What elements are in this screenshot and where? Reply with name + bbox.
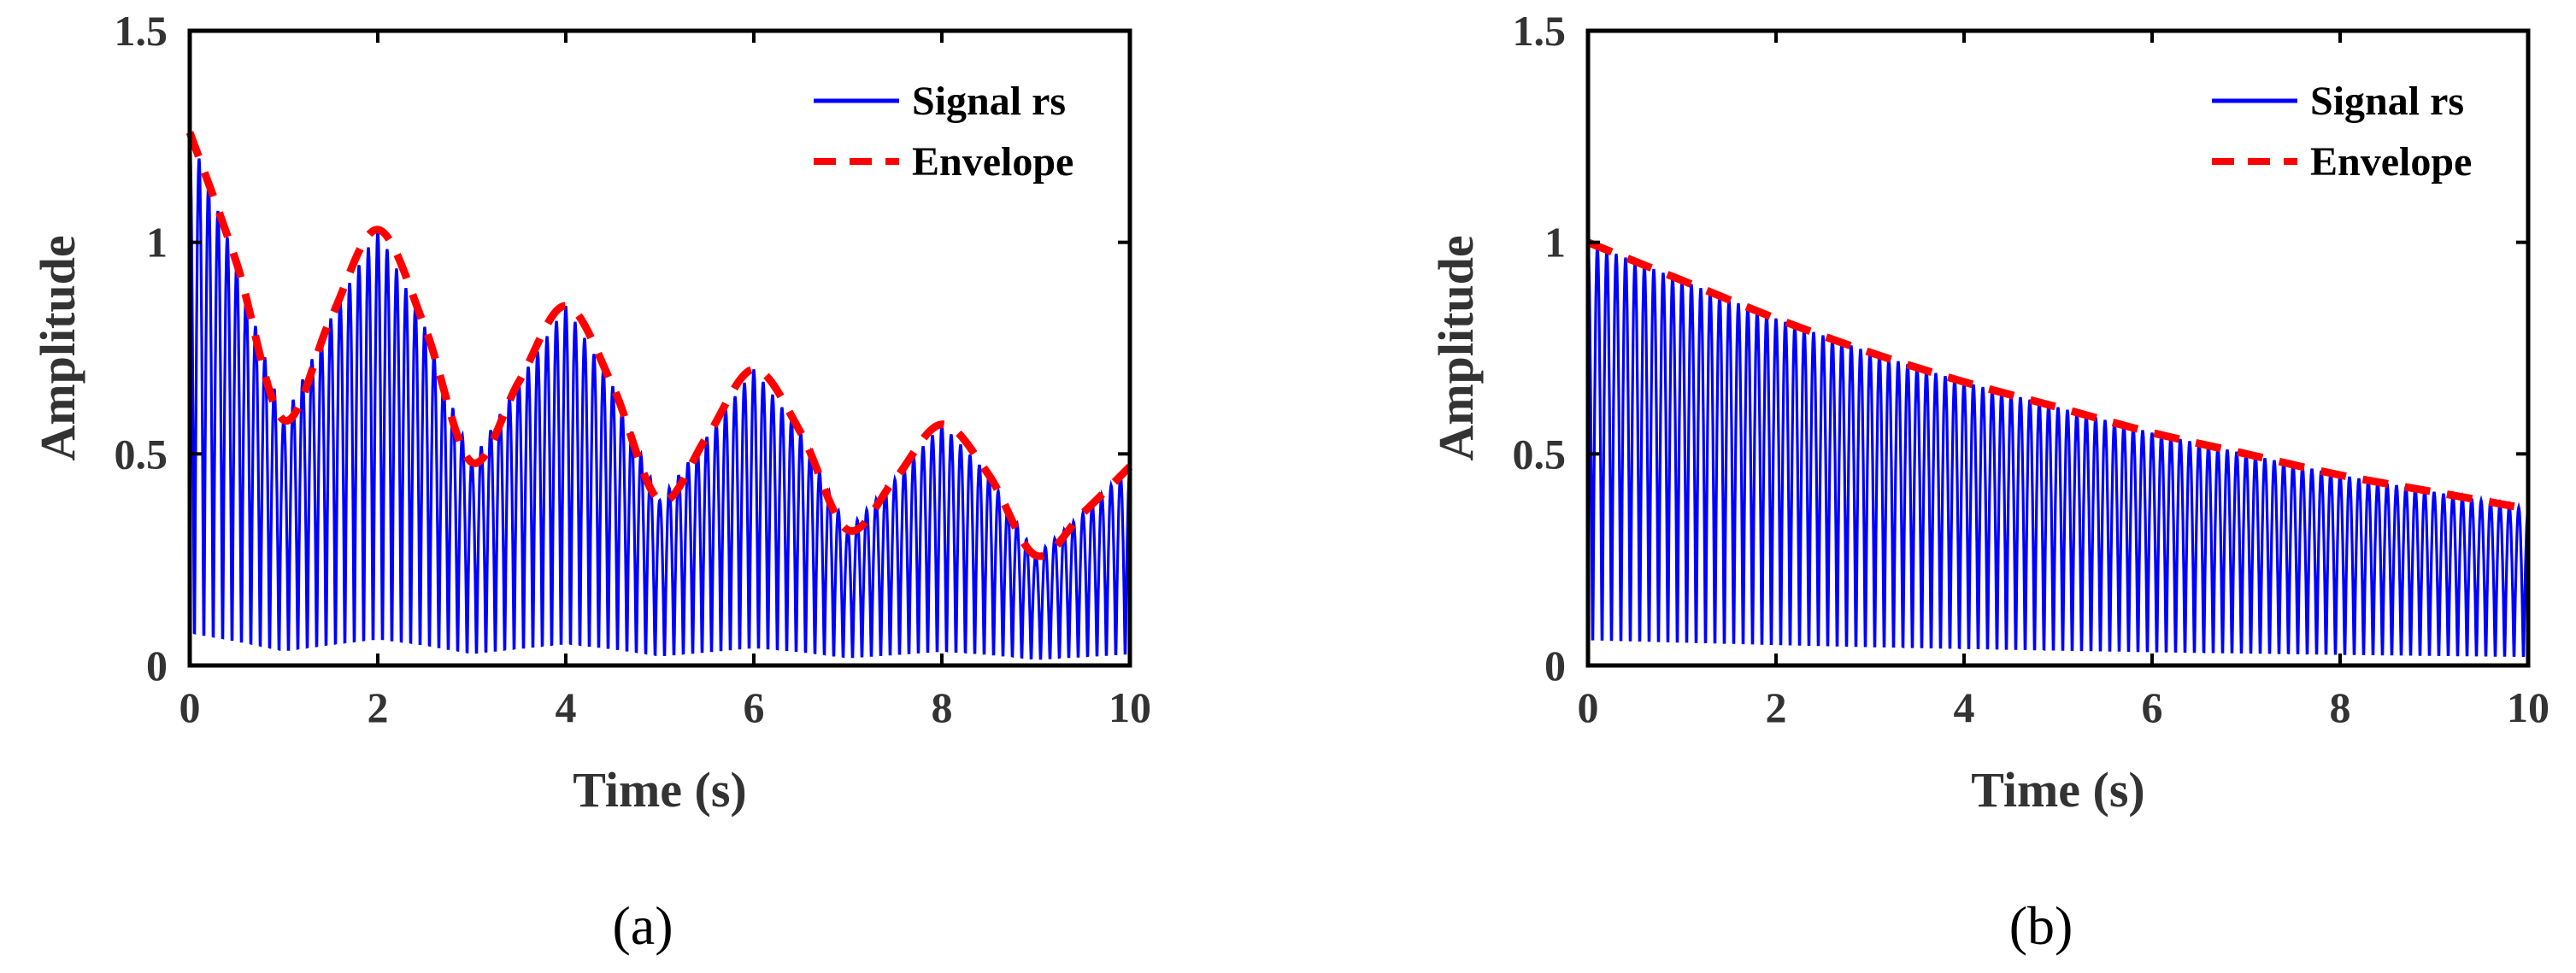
panel-b-axes-frame (1585, 28, 2531, 668)
panel-b-x-tick-label: 2 (1766, 683, 1787, 731)
panel-b-y-tick-label: 1.5 (1513, 7, 1567, 55)
panel-a-x-tick-label: 10 (1109, 683, 1151, 731)
panel-a-caption: (a) (612, 895, 673, 956)
panel-b: 0 2 4 6 8 10 0 0.5 1 1.5 Time (s) Amplitude Signa… (1428, 7, 2550, 956)
panel-b-x-tick-label: 10 (2507, 683, 2550, 731)
panel-a-y-axis-label: Amplitude (30, 235, 85, 460)
panel-a-x-tick-label: 4 (556, 683, 577, 731)
panel-b-caption: (b) (2009, 895, 2073, 956)
panel-a-legend-signal-label: Signal rs (912, 79, 1066, 124)
panel-b-legend-signal-label: Signal rs (2310, 79, 2464, 124)
panel-b-signal-line (1586, 242, 2530, 657)
panel-b-x-tick-label: 4 (1954, 683, 1975, 731)
panel-b-y-tick-label: 0 (1544, 642, 1566, 689)
panel-b-y-tick-label: 1 (1544, 219, 1566, 267)
panel-b-x-tick-label: 8 (2330, 683, 2351, 731)
panel-a-legend: Signal rs Envelope (814, 79, 1073, 185)
panel-a-legend-envelope-label: Envelope (912, 139, 1073, 185)
panel-a-y-tick-label: 0.5 (115, 430, 168, 478)
panel-a-x-tick-label: 6 (744, 683, 765, 731)
panel-a-axes-frame (187, 28, 1132, 668)
panel-b-x-axis-label: Time (s) (1971, 762, 2145, 818)
panel-b-x-tick-label: 6 (2142, 683, 2163, 731)
panel-a-signal-line (188, 132, 1132, 660)
panel-a-x-tick-label: 2 (368, 683, 389, 731)
panel-b-legend: Signal rs Envelope (2212, 79, 2472, 185)
panel-a-plot-content (185, 131, 1133, 660)
panel-b-y-tick-label: 0.5 (1513, 430, 1567, 478)
panel-b-legend-envelope-label: Envelope (2310, 139, 2472, 185)
panel-b-envelope-line (1586, 238, 2529, 513)
panel-a-x-tick-label: 8 (932, 683, 953, 731)
panel-a-ticks: 0 2 4 6 8 10 0 0.5 1 1.5 (115, 7, 1152, 731)
panel-b-x-tick-label: 0 (1578, 683, 1599, 731)
panel-b-ticks: 0 2 4 6 8 10 0 0.5 1 1.5 (1513, 7, 2550, 731)
panel-b-y-axis-label: Amplitude (1428, 235, 1484, 460)
panel-a-x-axis-label: Time (s) (573, 762, 747, 818)
panel-a-x-tick-label: 0 (179, 683, 201, 731)
panel-a-y-tick-label: 1 (146, 219, 168, 267)
panel-a-y-tick-label: 0 (146, 642, 168, 689)
panel-b-plot-content (1586, 238, 2530, 657)
panel-a: 0 2 4 6 8 10 0 0.5 1 1.5 Time (s) Amplitude Signa… (30, 7, 1151, 956)
panel-a-y-tick-label: 1.5 (115, 7, 168, 55)
